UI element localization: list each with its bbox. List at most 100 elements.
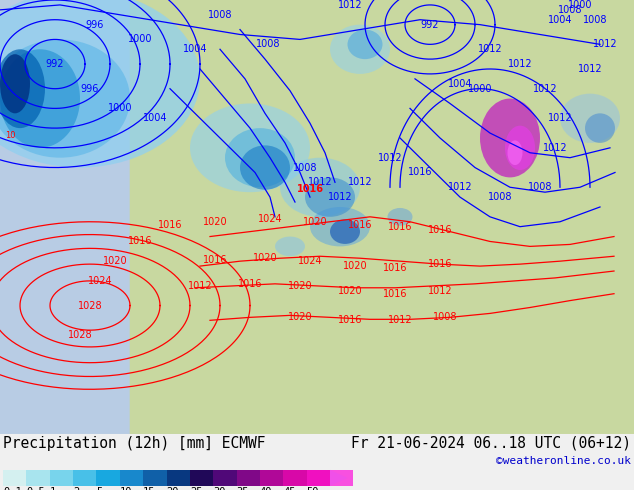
Ellipse shape — [0, 49, 80, 148]
Ellipse shape — [275, 237, 305, 256]
Bar — [330, 470, 353, 486]
Ellipse shape — [225, 128, 295, 187]
Bar — [96, 470, 120, 486]
Text: 1016: 1016 — [127, 237, 152, 246]
Text: 1012: 1012 — [548, 113, 573, 123]
Ellipse shape — [585, 113, 615, 143]
Text: 1016: 1016 — [408, 168, 432, 177]
Text: 1012: 1012 — [593, 39, 618, 49]
Text: 1016: 1016 — [383, 289, 407, 299]
Text: 1028: 1028 — [68, 330, 93, 340]
Text: 1008: 1008 — [527, 182, 552, 192]
Bar — [236, 470, 260, 486]
Text: 992: 992 — [421, 20, 439, 29]
Bar — [27, 470, 49, 486]
FancyBboxPatch shape — [200, 0, 481, 276]
Text: ©weatheronline.co.uk: ©weatheronline.co.uk — [496, 456, 631, 466]
Text: 1024: 1024 — [257, 214, 282, 224]
Text: 1020: 1020 — [288, 312, 313, 322]
Text: 1016: 1016 — [348, 220, 372, 230]
Text: 1012: 1012 — [307, 177, 332, 187]
Text: 10: 10 — [5, 131, 15, 140]
Text: 996: 996 — [86, 20, 104, 29]
Ellipse shape — [505, 125, 535, 170]
Text: Precipitation (12h) [mm] ECMWF: Precipitation (12h) [mm] ECMWF — [3, 436, 266, 451]
Text: 1004: 1004 — [548, 15, 573, 24]
Text: 1012: 1012 — [428, 286, 452, 296]
Bar — [3, 470, 27, 486]
Text: 1020: 1020 — [338, 286, 362, 296]
Text: 1016: 1016 — [338, 315, 362, 325]
Text: 992: 992 — [46, 59, 64, 69]
Text: 1020: 1020 — [103, 256, 127, 266]
Text: 1008: 1008 — [256, 39, 280, 49]
Text: 1000: 1000 — [468, 84, 492, 94]
Ellipse shape — [0, 49, 45, 128]
Ellipse shape — [347, 29, 382, 59]
Ellipse shape — [0, 54, 30, 113]
Text: 1012: 1012 — [477, 44, 502, 54]
Text: 1016: 1016 — [428, 224, 452, 235]
Text: 1012: 1012 — [347, 177, 372, 187]
Text: 1012: 1012 — [387, 315, 412, 325]
Text: 0.5: 0.5 — [27, 487, 45, 490]
Text: 10: 10 — [120, 487, 133, 490]
Ellipse shape — [305, 177, 355, 217]
Bar — [167, 470, 190, 486]
Text: 1012: 1012 — [338, 0, 362, 10]
Text: 1004: 1004 — [183, 44, 207, 54]
Ellipse shape — [310, 207, 370, 246]
Text: 1016: 1016 — [203, 255, 227, 265]
Text: 1008: 1008 — [488, 192, 512, 202]
Text: 50: 50 — [307, 487, 319, 490]
Text: 1020: 1020 — [288, 281, 313, 291]
Text: 1012: 1012 — [508, 59, 533, 69]
Text: 35: 35 — [236, 487, 249, 490]
Ellipse shape — [330, 220, 360, 244]
Text: 1016: 1016 — [388, 221, 412, 232]
Text: 1008: 1008 — [558, 5, 582, 15]
Text: 1020: 1020 — [343, 261, 367, 271]
Text: 1012: 1012 — [578, 64, 602, 74]
Text: 1012: 1012 — [448, 182, 472, 192]
Text: 1008: 1008 — [208, 10, 232, 20]
Text: 1000: 1000 — [108, 103, 133, 113]
Bar — [307, 470, 330, 486]
Text: 1012: 1012 — [188, 281, 212, 291]
Text: 1012: 1012 — [328, 192, 353, 202]
Ellipse shape — [240, 146, 290, 190]
Text: 1004: 1004 — [448, 79, 472, 89]
Text: 1000: 1000 — [568, 0, 592, 10]
Text: 1004: 1004 — [143, 113, 167, 123]
Text: 1008: 1008 — [583, 15, 607, 24]
Text: 1016: 1016 — [158, 220, 182, 230]
Text: 2: 2 — [73, 487, 79, 490]
Text: 1024: 1024 — [298, 256, 322, 266]
Text: 1012: 1012 — [533, 84, 557, 94]
Bar — [283, 470, 307, 486]
Text: 1016: 1016 — [428, 259, 452, 269]
Text: Fr 21-06-2024 06..18 UTC (06+12): Fr 21-06-2024 06..18 UTC (06+12) — [351, 436, 631, 451]
Text: 45: 45 — [283, 487, 296, 490]
Text: 5: 5 — [96, 487, 103, 490]
Ellipse shape — [560, 94, 620, 143]
Text: 1020: 1020 — [203, 217, 228, 227]
Ellipse shape — [190, 103, 310, 192]
Text: 1020: 1020 — [253, 253, 277, 263]
Ellipse shape — [280, 158, 360, 217]
FancyBboxPatch shape — [130, 0, 634, 434]
Text: 1020: 1020 — [302, 217, 327, 227]
Text: 1008: 1008 — [433, 312, 457, 322]
Ellipse shape — [507, 141, 522, 165]
Ellipse shape — [0, 0, 200, 168]
Text: 1028: 1028 — [78, 300, 102, 311]
Bar — [190, 470, 213, 486]
Text: 40: 40 — [260, 487, 273, 490]
Ellipse shape — [0, 39, 130, 158]
Bar — [260, 470, 283, 486]
Text: 1000: 1000 — [127, 34, 152, 45]
Text: 1016: 1016 — [383, 263, 407, 273]
Text: 20: 20 — [167, 487, 179, 490]
Text: 1012: 1012 — [543, 143, 567, 153]
Text: 1008: 1008 — [293, 163, 317, 172]
